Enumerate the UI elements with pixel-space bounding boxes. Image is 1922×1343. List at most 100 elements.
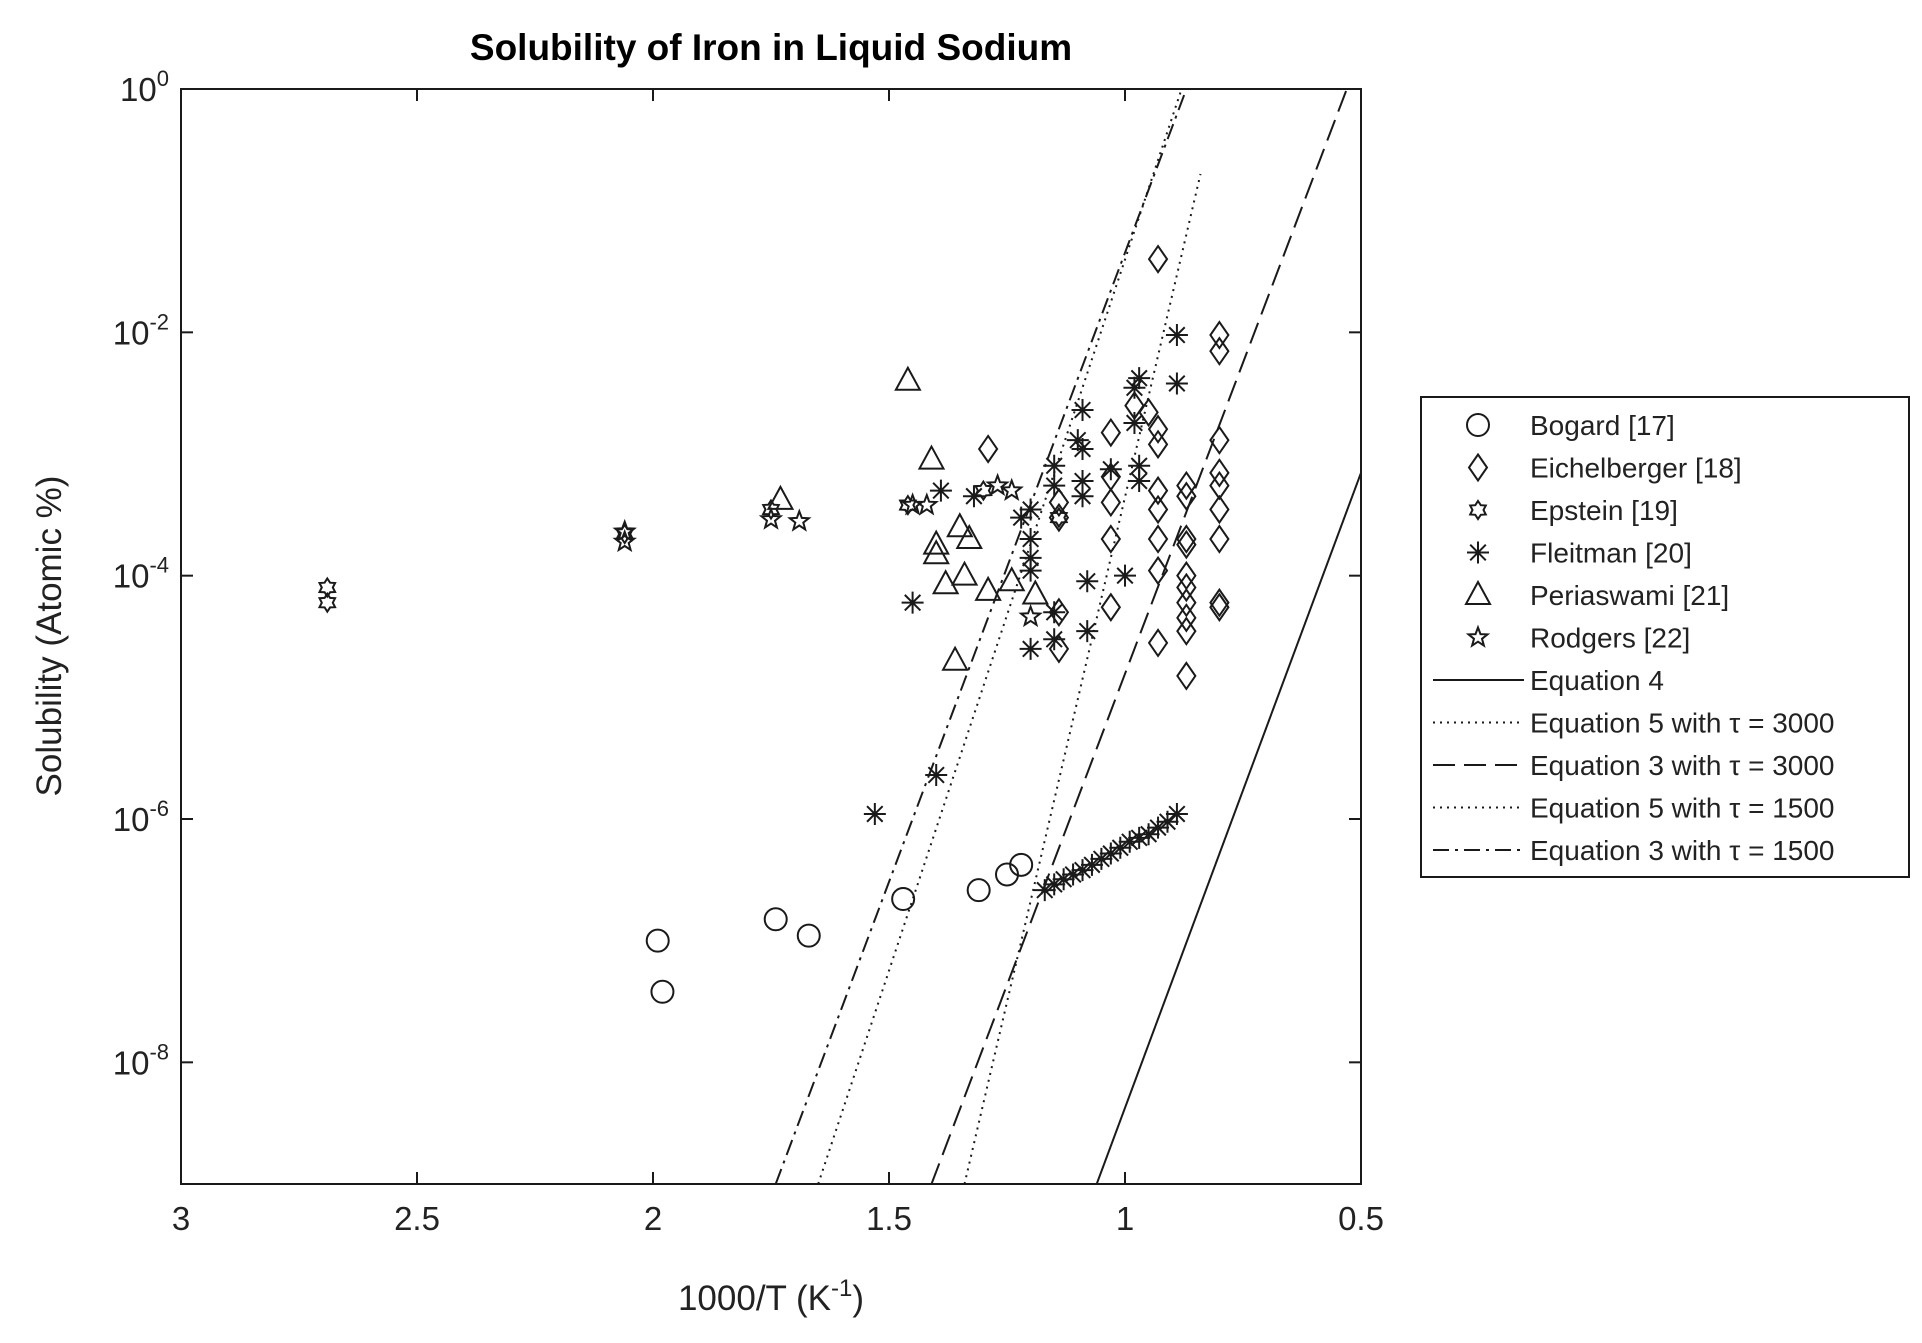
data-point-asterisk (1076, 570, 1099, 593)
data-point-asterisk (1128, 826, 1151, 849)
data-point-asterisk (1033, 879, 1056, 902)
data-point-asterisk (1052, 868, 1075, 891)
data-point-asterisk (1019, 637, 1042, 660)
legend-box (1420, 396, 1910, 878)
legend-marker-circle (1466, 413, 1490, 437)
data-point-diamond (1147, 628, 1169, 658)
data-point-diamond (1209, 587, 1230, 618)
data-point-triangle (950, 560, 979, 586)
legend-label: Periaswami [21] (1530, 580, 1729, 611)
legend-entry: Equation 3 with τ = 3000 (1433, 750, 1835, 781)
x-tick-label: 2.5 (394, 1200, 440, 1237)
data-point-asterisk (1165, 802, 1188, 825)
data-point-star (787, 508, 812, 532)
data-point-diamond (1138, 397, 1159, 428)
data-point-diamond (1147, 414, 1169, 444)
legend-entry: Equation 5 with τ = 1500 (1433, 793, 1835, 824)
legend-label: Equation 3 with τ = 1500 (1530, 835, 1835, 866)
legend-label: Rodgers [22] (1530, 623, 1690, 654)
legend-marker-star (1465, 624, 1491, 648)
data-point-triangle (931, 569, 960, 595)
legend-entry: Periaswami [21] (1464, 579, 1729, 611)
data-point-triangle (922, 539, 950, 565)
data-point-circle (645, 928, 670, 953)
data-point-diamond (1147, 429, 1169, 460)
legend-marker-asterisk (1467, 541, 1489, 564)
data-point-triangle (974, 575, 1002, 601)
data-point-asterisk (1019, 559, 1042, 582)
data-point-asterisk (1099, 842, 1122, 865)
legend-label: Bogard [17] (1530, 410, 1675, 441)
x-tick-label: 3 (172, 1200, 190, 1237)
legend-entry: Equation 4 (1433, 665, 1664, 696)
data-point-diamond (1147, 555, 1169, 586)
data-point-asterisk (1043, 628, 1066, 651)
data-point-asterisk (1128, 469, 1151, 492)
data-point-asterisk (1156, 810, 1179, 833)
legend-marker-diamond (1467, 452, 1489, 483)
data-point-diamond (1209, 336, 1230, 366)
x-tick-label: 1 (1116, 1200, 1134, 1237)
data-point-diamond (1147, 475, 1169, 506)
x-axis-label-sup: -1 (831, 1275, 852, 1302)
data-point-diamond (1100, 417, 1122, 448)
data-point-asterisk (1071, 469, 1094, 492)
data-point-diamond (1100, 487, 1122, 518)
legend-label: Equation 4 (1530, 665, 1664, 696)
fit-line-1 (1095, 472, 1361, 1184)
data-point-circle (966, 878, 991, 903)
data-point-diamond (1176, 616, 1197, 646)
y-tick-label: 10-6 (113, 796, 169, 838)
data-point-asterisk (1043, 474, 1066, 497)
x-tick-label: 2 (644, 1200, 662, 1237)
data-point-diamond (1209, 425, 1230, 455)
legend-entry: Rodgers [22] (1465, 623, 1690, 654)
x-tick-label: 1.5 (866, 1200, 912, 1237)
data-point-triangle (955, 523, 983, 550)
legend-label: Epstein [19] (1530, 495, 1678, 526)
x-tick-label: 0.5 (1338, 1200, 1384, 1237)
data-point-asterisk (1071, 485, 1094, 508)
data-point-diamond (1176, 470, 1197, 501)
data-point-diamond (1147, 244, 1169, 274)
series-diamond (977, 244, 1230, 691)
x-axis-label: 1000/T (K-1) (678, 1275, 864, 1318)
data-point-diamond (1209, 470, 1230, 501)
series-triangle (766, 365, 1050, 671)
data-point-asterisk (1066, 429, 1089, 452)
series-hexagram (317, 479, 1069, 614)
data-point-diamond (1176, 481, 1197, 511)
data-point-asterisk (1043, 454, 1066, 477)
data-point-diamond (1176, 587, 1197, 618)
data-point-diamond (1048, 597, 1070, 628)
data-point-asterisk (1114, 564, 1136, 587)
data-point-triangle (894, 365, 922, 391)
data-point-diamond (1176, 529, 1197, 560)
data-point-diamond (1209, 320, 1230, 350)
data-point-star (999, 477, 1024, 502)
legend-entry: Fleitman [20] (1467, 538, 1692, 569)
data-point-diamond (1048, 487, 1070, 518)
y-axis-label: Solubility (Atomic %) (30, 476, 69, 797)
data-point-asterisk (1137, 823, 1160, 846)
data-point-circle (796, 923, 821, 948)
x-axis-label-main: 1000/T (K (678, 1279, 831, 1318)
data-point-asterisk (962, 485, 985, 508)
series-circle (645, 852, 1034, 1004)
data-point-asterisk (1099, 458, 1122, 481)
data-point-diamond (1147, 524, 1169, 554)
chart-title: Solubility of Iron in Liquid Sodium (470, 27, 1072, 68)
data-point-asterisk (1147, 816, 1170, 839)
legend-marker-triangle (1464, 579, 1492, 605)
data-point-asterisk (1165, 372, 1188, 395)
data-point-diamond (1176, 524, 1197, 554)
data-point-triangle (917, 444, 946, 470)
data-point-star (612, 528, 637, 553)
plot-area: 3 2.5 2 1.5 1 0.5 100 10-2 10-4 10-6 10-8 (113, 66, 1384, 1237)
data-point-asterisk (1043, 873, 1066, 896)
y-tick-label: 10-4 (113, 553, 169, 595)
data-point-triangle (998, 566, 1026, 592)
legend-label: Equation 5 with τ = 1500 (1530, 793, 1835, 824)
fit-line-4 (817, 89, 1183, 1184)
